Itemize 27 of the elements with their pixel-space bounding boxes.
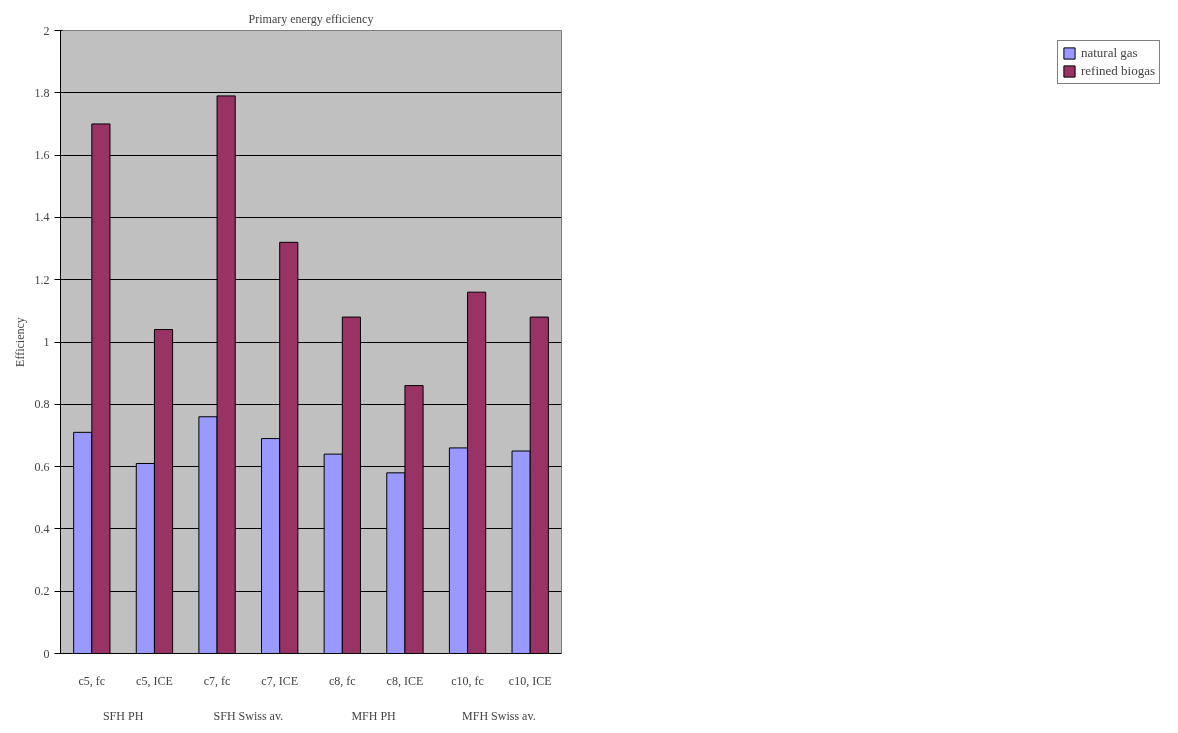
- y-tick-label: 0.6: [34, 459, 50, 474]
- text: MFH PH: [351, 708, 397, 723]
- y-tick-label: 0.2: [34, 584, 50, 599]
- text: SFH PH: [102, 708, 144, 723]
- x-tick-label: c7, ICE: [261, 673, 299, 688]
- y-axis-title: Efficiency: [12, 317, 27, 367]
- y-tick-label: 1.2: [34, 272, 50, 287]
- y-tick-label: 0.4: [34, 521, 50, 536]
- y-tick-label: 1: [43, 335, 50, 349]
- x-tick-label: c7, fc: [203, 673, 231, 688]
- x-tick-label: c8, fc: [328, 673, 356, 688]
- legend-label: natural gas: [1080, 45, 1138, 61]
- y-tick-label: 0: [43, 646, 50, 661]
- x-tick-label: c10, ICE: [508, 673, 552, 688]
- text: MFH Swiss av.: [462, 708, 536, 723]
- y-tick-label: 1.4: [34, 210, 50, 225]
- x-tick-label: c8, ICE: [386, 673, 424, 688]
- x-tick-label: c10, fc: [451, 673, 484, 688]
- legend-label: refined biogas: [1080, 63, 1155, 79]
- chart-title: Primary energy efficiency: [248, 11, 374, 26]
- y-tick-label: 1.6: [34, 148, 50, 163]
- text: SFH Swiss av.: [213, 708, 284, 723]
- y-tick-label: 1.8: [34, 85, 50, 100]
- x-tick-label: c5, ICE: [136, 673, 173, 688]
- y-tick-label: 0.8: [34, 397, 50, 412]
- y-tick-label: 2: [43, 23, 50, 38]
- x-tick-label: c5, fc: [78, 673, 106, 688]
